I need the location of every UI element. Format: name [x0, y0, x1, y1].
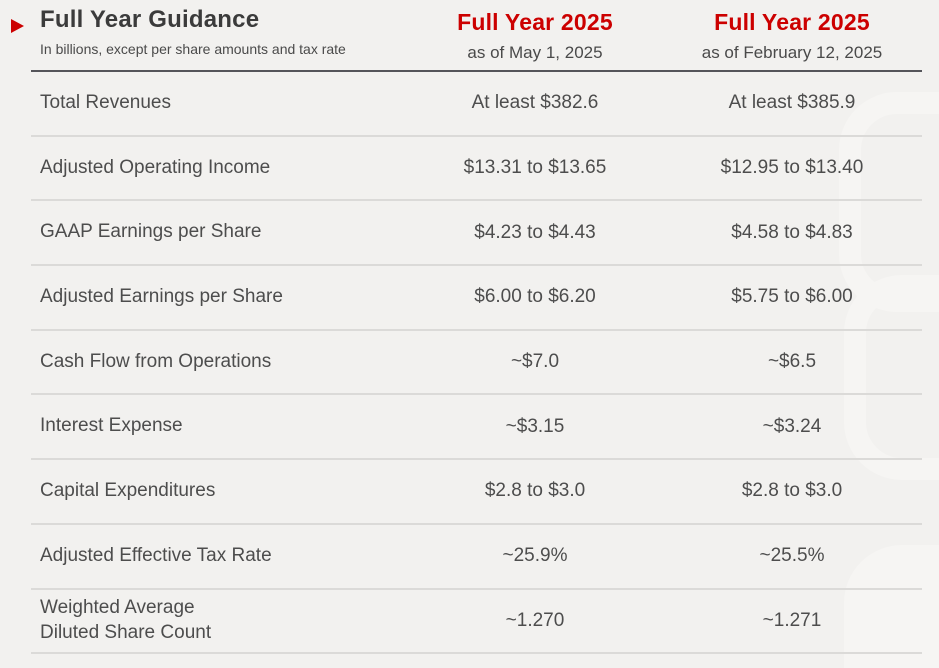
row-label: Cash Flow from Operations	[31, 350, 408, 375]
value-may: $6.00 to $6.20	[474, 286, 596, 308]
value-feb: $4.58 to $4.83	[731, 221, 853, 243]
row-label-text: Adjusted Operating Income	[40, 156, 271, 178]
row-label-text: GAAP Earnings per Share	[40, 221, 262, 243]
value-may: $2.8 to $3.0	[484, 480, 586, 502]
row-label-text: Adjusted Effective Tax Rate	[40, 544, 272, 566]
value-may: $13.31 to $13.65	[463, 157, 607, 179]
table-row-cash-flow: Cash Flow from Operations ~$7.0 ~$6.5	[31, 331, 922, 396]
table-row-share-count: Weighted Average Diluted Share Count ~1.2…	[31, 590, 922, 655]
column-header-feb-title: Full Year 2025	[714, 9, 870, 35]
value-feb: $5.75 to $6.00	[731, 286, 853, 308]
value-may: ~25.9%	[502, 545, 568, 567]
row-label-text: Weighted Average	[40, 597, 195, 619]
value-feb: ~$6.5	[767, 351, 817, 373]
table-header: Full Year Guidance In billions, except p…	[31, 0, 922, 72]
column-header-feb-subtitle: as of February 12, 2025	[701, 43, 883, 62]
table-row-tax-rate: Adjusted Effective Tax Rate ~25.9% ~25.5…	[31, 525, 922, 590]
table-row-capital-expenditures: Capital Expenditures $2.8 to $3.0 $2.8 t…	[31, 460, 922, 525]
value-may: At least $382.6	[471, 92, 599, 114]
value-feb: $12.95 to $13.40	[720, 157, 864, 179]
column-header-feb: Full Year 2025 as of February 12, 2025	[662, 0, 922, 70]
value-feb: ~25.5%	[759, 545, 825, 567]
row-label: GAAP Earnings per Share	[31, 220, 408, 245]
row-label-text: Adjusted Earnings per Share	[40, 286, 283, 308]
value-feb: ~1.271	[762, 609, 822, 631]
row-label: Adjusted Effective Tax Rate	[31, 544, 408, 569]
title-block: Full Year Guidance In billions, except p…	[31, 0, 408, 70]
row-label: Capital Expenditures	[31, 479, 408, 504]
value-may: ~$3.15	[505, 415, 565, 437]
value-may: $4.23 to $4.43	[474, 221, 596, 243]
table-row-interest-expense: Interest Expense ~$3.15 ~$3.24	[31, 395, 922, 461]
value-may: ~1.270	[505, 609, 565, 631]
row-label-text: Capital Expenditures	[40, 480, 216, 502]
table-row-adjusted-eps: Adjusted Earnings per Share $6.00 to $6.…	[31, 266, 922, 331]
value-feb: At least $385.9	[728, 92, 856, 114]
value-may: ~$7.0	[510, 351, 560, 373]
bullet-arrow-icon	[11, 19, 24, 33]
table-row-adjusted-operating-income: Adjusted Operating Income $13.31 to $13.…	[31, 137, 922, 202]
row-label: Interest Expense	[31, 414, 408, 439]
page-subtitle: In billions, except per share amounts an…	[40, 41, 346, 57]
row-label-text: Cash Flow from Operations	[40, 350, 272, 372]
column-header-may-title: Full Year 2025	[457, 9, 613, 35]
table-row-total-revenues: Total Revenues At least $382.6 At least …	[31, 72, 922, 137]
value-feb: ~$3.24	[762, 415, 822, 437]
column-header-may: Full Year 2025 as of May 1, 2025	[408, 0, 662, 70]
table-row-gaap-eps: GAAP Earnings per Share $4.23 to $4.43 $…	[31, 201, 922, 267]
page-title: Full Year Guidance	[40, 6, 260, 33]
column-header-may-subtitle: as of May 1, 2025	[467, 43, 603, 62]
row-label: Adjusted Earnings per Share	[31, 285, 408, 310]
value-feb: $2.8 to $3.0	[741, 480, 843, 502]
row-label: Total Revenues	[31, 91, 408, 116]
row-label-line2: Diluted Share Count	[40, 621, 212, 643]
row-label: Adjusted Operating Income	[31, 156, 408, 181]
row-label-text: Total Revenues	[40, 92, 171, 113]
row-label-text: Interest Expense	[40, 415, 183, 437]
row-label: Weighted Average Diluted Share Count	[31, 596, 408, 645]
